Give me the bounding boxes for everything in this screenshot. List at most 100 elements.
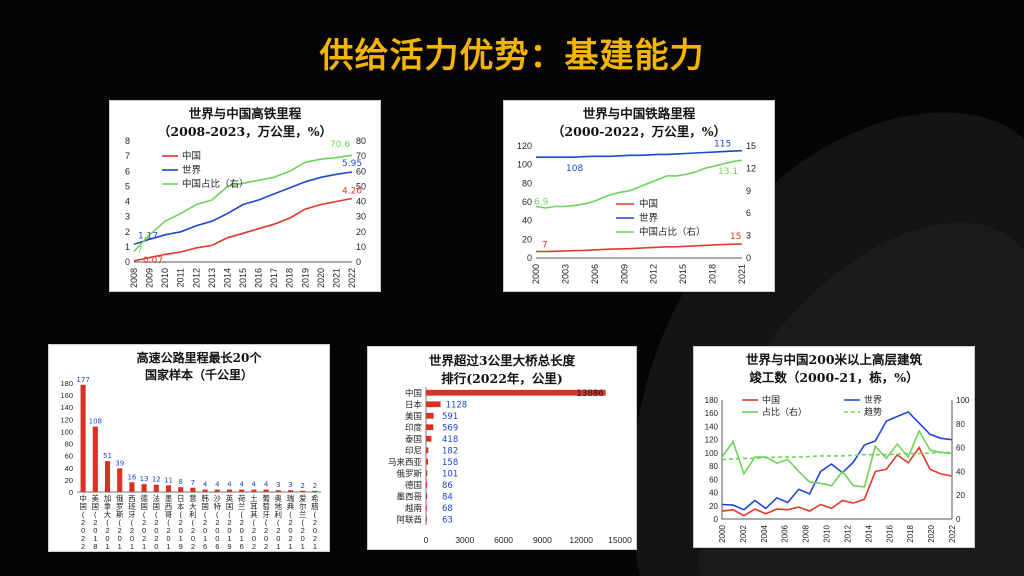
y2-tick-label: 12: [746, 163, 756, 173]
x-tick-label: 瑞典(2021): [287, 493, 295, 551]
x-tick-label: 2000: [718, 524, 727, 542]
x-tick-label: 2017: [269, 268, 279, 288]
x-tick-label: 爱尔兰(2019): [299, 494, 307, 551]
x-tick-label: 2020: [927, 524, 936, 542]
x-tick-label: 中国(2022): [79, 493, 87, 551]
y-tick-label: 3: [125, 212, 130, 222]
y-tick-label: 7: [125, 151, 130, 161]
y2-tick-label: 80: [956, 420, 965, 429]
chart-title-line-1: 高速公路里程最长20个: [137, 350, 263, 365]
x-tick-label: 西班牙(2011): [128, 494, 136, 551]
x-tick-label: 沙特(2006): [214, 494, 222, 551]
bar: [141, 484, 147, 492]
bar: [129, 482, 135, 492]
chart-title-line-2: 竣工数（2000-21，栋，%）: [749, 370, 918, 385]
chart-hsr: 世界与中国高铁里程 （2008-2023，万公里，%） 012345678010…: [125, 106, 366, 288]
legend-label: 中国占比（右）: [639, 226, 706, 238]
data-label: 13886: [577, 389, 604, 399]
series-line: [721, 451, 952, 461]
x-tick-label: 2016: [254, 268, 264, 288]
chart-title-line-2: （2000-2022，万公里，%）: [552, 124, 726, 139]
bar: [165, 485, 172, 492]
legend-label: 占比（右）: [762, 406, 807, 417]
y-tick-label: 100: [60, 427, 73, 436]
series-line: [536, 149, 743, 159]
x-tick-label: 12000: [569, 535, 593, 545]
bar: [214, 489, 220, 492]
x-tick-label: 墨西哥(2017): [165, 494, 173, 551]
bar: [117, 468, 123, 492]
y-tick-label: 越南: [405, 503, 422, 513]
x-tick-label: 2008: [129, 268, 139, 288]
bar: [275, 490, 281, 492]
chart-railway-panel: 世界与中国铁路里程 （2000-2022，万公里，%） 0 20 40 60 80 100…: [503, 100, 775, 292]
x-tick-label: 德国(2021): [140, 493, 148, 551]
data-label: 4: [215, 481, 220, 489]
series-line: [133, 171, 353, 246]
data-label: 108: [89, 418, 102, 426]
bar: [92, 426, 98, 492]
chart-buildings-panel: 世界与中国200米以上高层建筑 竣工数（2000-21，栋，%） 0 20 40 60…: [693, 346, 975, 548]
y2-tick-label: 40: [356, 197, 366, 207]
y-tick-label: 德国: [405, 480, 422, 490]
y-tick-label: 0: [125, 257, 130, 267]
data-label: 0.07: [143, 256, 163, 266]
chart-title-line-1: 世界与中国铁路里程: [583, 106, 696, 121]
y-tick-label: 120: [60, 415, 73, 424]
chart-title-line-2: （2008-2023，万公里，%）: [158, 124, 332, 139]
series-line: [721, 429, 953, 488]
y-tick-label: 俄罗斯: [396, 468, 422, 478]
x-tick-label: 2009: [619, 264, 629, 284]
y-tick-label: 180: [60, 379, 73, 388]
x-tick-label: 2021: [737, 264, 747, 284]
data-label: 11: [164, 476, 173, 484]
data-label: 5.95: [342, 159, 362, 169]
data-label: 16: [127, 473, 136, 481]
chart-expressway: 高速公路里程最长20个 国家样本（千公里） 0 20 40 60 80 100 120 140…: [60, 350, 321, 551]
y-tick-label: 80: [65, 440, 73, 449]
bar: [426, 493, 428, 500]
bar: [312, 490, 318, 492]
chart-title-line-1: 世界超过3公里大桥总长度: [429, 353, 576, 368]
y2-tick-label: 50: [356, 181, 366, 191]
data-label: 418: [442, 435, 458, 445]
y-tick-label: 阿联酋: [396, 514, 422, 524]
bar: [263, 489, 269, 492]
series-line: [133, 154, 353, 252]
bar: [426, 401, 441, 408]
y-tick-label: 120: [517, 141, 532, 151]
bar: [153, 484, 159, 492]
y2-tick-label: 0: [356, 257, 361, 267]
bar: [426, 447, 429, 454]
y2-tick-label: 70: [356, 151, 366, 161]
data-label: 2: [300, 482, 304, 490]
data-label: 177: [76, 376, 89, 384]
x-tick-label: 2013: [207, 268, 217, 288]
x-tick-label: 2009: [145, 268, 155, 288]
y2-tick-label: 6: [746, 208, 751, 218]
y-tick-label: 160: [60, 391, 73, 400]
y-tick-label: 80: [709, 462, 718, 471]
bar: [239, 489, 245, 492]
bar: [426, 516, 427, 523]
x-tick-label: 2015: [678, 264, 688, 284]
bar: [190, 487, 196, 492]
data-label: 182: [442, 446, 458, 456]
legend-label: 中国: [762, 394, 780, 405]
x-tick-label: 意大利(2021): [189, 493, 197, 551]
data-label: 51: [103, 452, 112, 460]
bar: [226, 489, 233, 492]
y-tick-label: 8: [125, 136, 130, 146]
x-tick-label: 葡萄牙(2021): [262, 493, 270, 551]
legend-label: 中国占比（右）: [182, 178, 249, 190]
chart-railway: 世界与中国铁路里程 （2000-2022，万公里，%） 020406080100…: [517, 106, 756, 284]
data-label: 84: [442, 492, 453, 502]
y-tick-label: 1: [125, 242, 130, 252]
y2-tick-label: 40: [956, 467, 965, 476]
y-tick-label: 120: [705, 436, 719, 445]
x-tick-label: 2018: [906, 524, 915, 542]
x-tick-label: 2021: [331, 268, 341, 288]
data-label: 115: [714, 140, 731, 150]
data-label: 569: [442, 423, 458, 433]
x-tick-label: 2022: [347, 268, 357, 288]
